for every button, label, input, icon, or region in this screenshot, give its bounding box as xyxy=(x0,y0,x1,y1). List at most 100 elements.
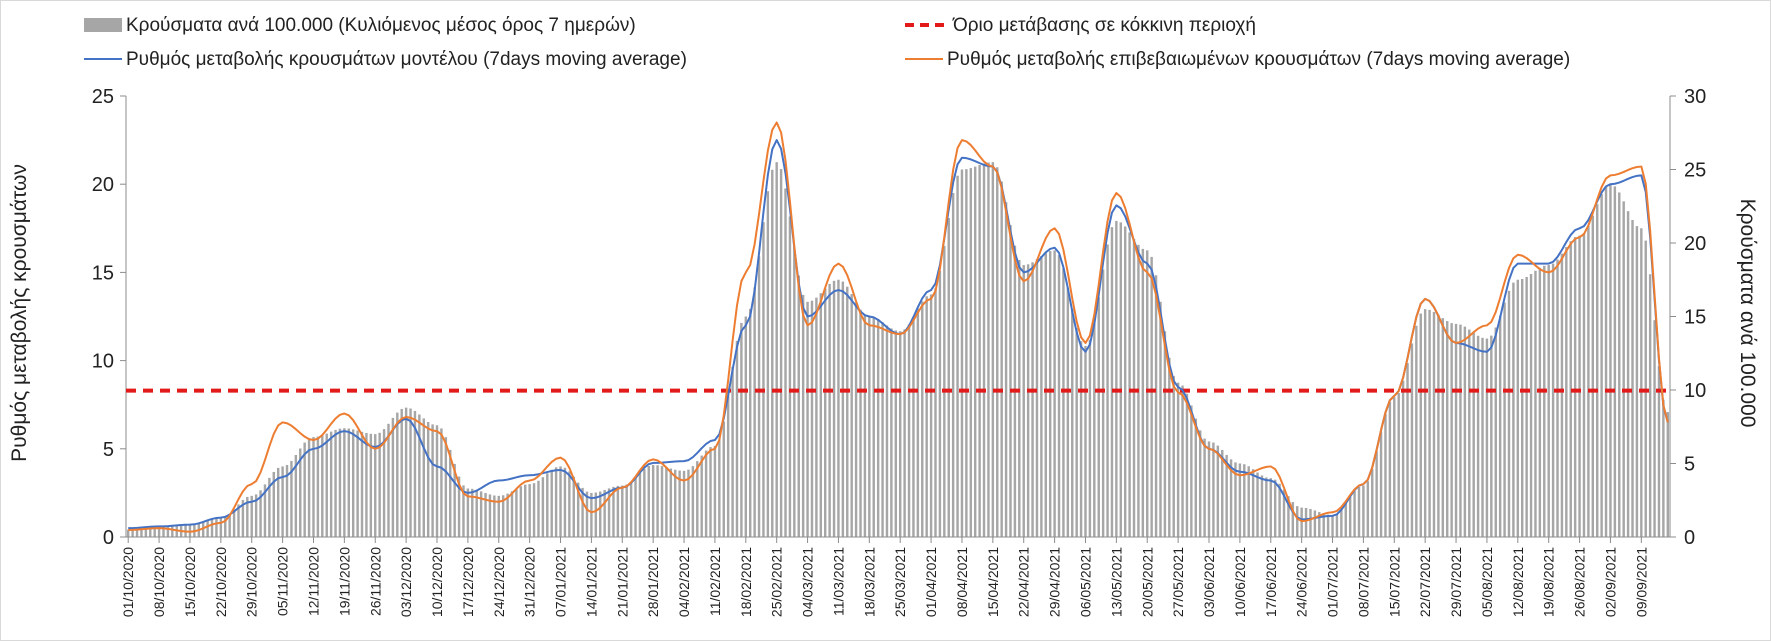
x-tick-label: 01/07/2021 xyxy=(1325,547,1341,617)
bar xyxy=(921,301,924,537)
bar xyxy=(1587,225,1590,537)
bar xyxy=(1247,466,1250,537)
bar xyxy=(1344,503,1347,537)
bar xyxy=(1485,338,1489,537)
bar xyxy=(1516,279,1520,537)
legend-label-model: Ρυθμός μεταβολής κρουσμάτων μοντέλου (7d… xyxy=(126,49,687,70)
bar xyxy=(1446,321,1449,537)
bar xyxy=(140,528,143,537)
bar xyxy=(1040,256,1043,537)
bar xyxy=(1379,431,1383,537)
bar xyxy=(1397,392,1400,537)
y-left-tick-label: 15 xyxy=(92,262,114,284)
bar xyxy=(846,286,849,537)
bar xyxy=(510,491,514,537)
bar xyxy=(1260,475,1264,537)
y-left-tick-label: 25 xyxy=(92,86,114,108)
x-tick-label: 08/04/2021 xyxy=(954,547,970,617)
bar xyxy=(426,421,430,537)
bar xyxy=(1282,489,1286,537)
bar xyxy=(1150,256,1153,537)
bar xyxy=(1075,327,1078,537)
bar xyxy=(947,218,950,537)
bar xyxy=(1357,487,1361,537)
bar xyxy=(709,447,712,537)
x-tick-label: 09/09/2021 xyxy=(1633,547,1649,617)
bar xyxy=(638,472,642,537)
bar xyxy=(1115,220,1118,537)
bar xyxy=(215,518,218,537)
bar xyxy=(1000,181,1003,537)
bar xyxy=(453,463,456,537)
bar xyxy=(607,488,611,537)
bar xyxy=(590,492,593,537)
bar xyxy=(471,488,474,537)
bar xyxy=(1053,250,1056,537)
bar xyxy=(603,490,606,537)
bar xyxy=(272,471,275,537)
bar xyxy=(290,460,293,537)
bar xyxy=(232,509,236,537)
bar xyxy=(1657,366,1661,537)
bar xyxy=(1459,324,1462,537)
bar xyxy=(431,424,434,537)
bar xyxy=(1097,297,1100,537)
bar xyxy=(1375,451,1378,537)
x-tick-label: 14/01/2021 xyxy=(583,547,599,617)
bar xyxy=(338,428,342,537)
bar xyxy=(365,432,368,537)
bar xyxy=(325,433,328,537)
bar xyxy=(1287,496,1290,537)
bar xyxy=(343,428,346,537)
x-tick-label: 24/12/2020 xyxy=(491,547,507,617)
bar xyxy=(1547,265,1550,537)
bar xyxy=(881,322,884,537)
bar xyxy=(1004,202,1008,537)
bar xyxy=(1335,513,1339,537)
x-tick-label: 08/10/2020 xyxy=(151,547,167,617)
bar xyxy=(1326,514,1330,537)
y-left-tick-label: 5 xyxy=(103,439,114,461)
bar xyxy=(1573,237,1577,538)
bar xyxy=(1410,343,1414,537)
x-tick-label: 07/01/2021 xyxy=(553,547,569,617)
bar xyxy=(409,408,412,537)
bar xyxy=(1159,301,1162,537)
bar xyxy=(1234,462,1237,537)
bar xyxy=(391,417,395,537)
bar xyxy=(1313,510,1317,537)
bar xyxy=(484,492,487,537)
x-tick-label: 29/07/2021 xyxy=(1448,547,1464,617)
bar xyxy=(960,169,964,537)
bar xyxy=(1454,323,1458,537)
bar xyxy=(1653,320,1656,537)
bar xyxy=(1256,472,1259,537)
bar xyxy=(418,414,421,537)
bar xyxy=(435,425,439,537)
bar xyxy=(1609,184,1612,537)
bar xyxy=(1604,186,1608,537)
bar xyxy=(1626,211,1630,537)
bar xyxy=(1635,226,1639,537)
bar xyxy=(188,523,192,537)
bar xyxy=(779,169,783,537)
bar xyxy=(1185,393,1189,537)
bar xyxy=(1181,385,1184,537)
bar xyxy=(462,485,465,537)
bar xyxy=(1154,275,1158,537)
x-tick-label: 03/06/2021 xyxy=(1201,547,1217,617)
bar xyxy=(299,448,302,537)
bar xyxy=(493,495,496,537)
bar xyxy=(321,435,324,537)
x-tick-label: 31/12/2020 xyxy=(522,547,538,617)
bar xyxy=(898,331,902,537)
bar xyxy=(1273,479,1277,537)
bar xyxy=(916,308,920,537)
bar xyxy=(1507,290,1511,537)
x-tick-label: 10/12/2020 xyxy=(429,547,445,617)
series-line-confirmed xyxy=(128,121,1669,533)
y-left-tick-label: 0 xyxy=(103,527,114,549)
bar xyxy=(938,270,942,537)
bar xyxy=(700,455,703,537)
